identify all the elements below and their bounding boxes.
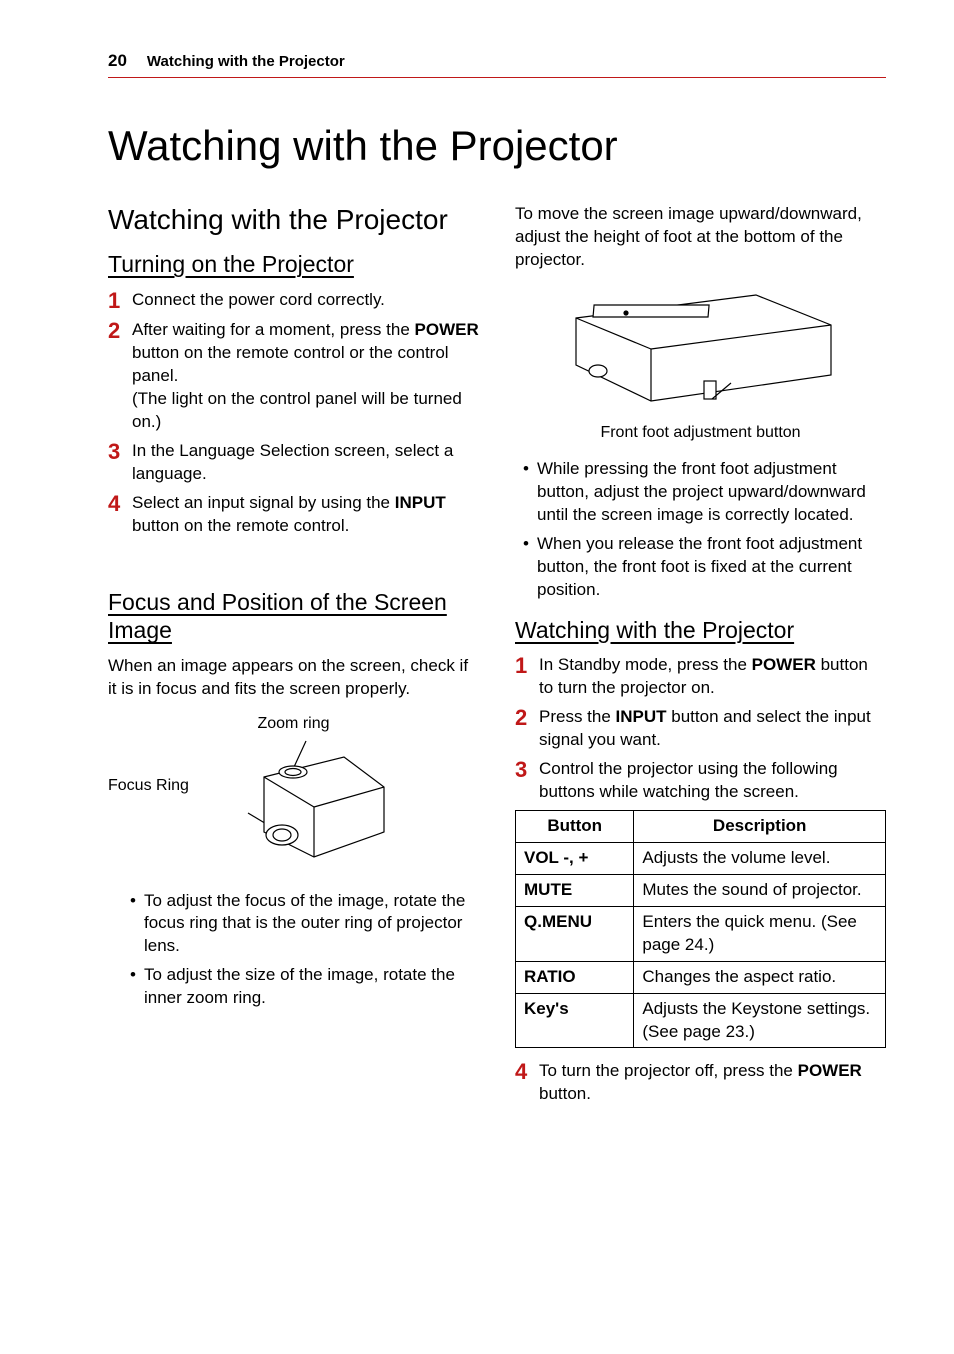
figure-projector-foot: Front foot adjustment button bbox=[515, 283, 886, 444]
projector-lens-icon bbox=[194, 737, 394, 867]
text-fragment: (The light on the control panel will be … bbox=[132, 389, 462, 431]
bullet-icon: • bbox=[122, 890, 144, 959]
list-item: • To adjust the size of the image, rotat… bbox=[122, 964, 479, 1010]
step-number: 4 bbox=[108, 492, 132, 538]
left-column: Watching with the Projector Turning on t… bbox=[108, 203, 479, 1113]
steps-watching: 1 In Standby mode, press the POWER butto… bbox=[515, 654, 886, 804]
page-header: 20 Watching with the Projector bbox=[108, 50, 886, 78]
table-cell: Enters the quick menu. (See page 24.) bbox=[634, 906, 886, 961]
table-cell: Adjusts the Keystone settings. (See page… bbox=[634, 993, 886, 1048]
list-item: 4 Select an input signal by using the IN… bbox=[108, 492, 479, 538]
table-cell: VOL -, + bbox=[516, 842, 634, 874]
text-fragment: button on the remote control. bbox=[132, 516, 349, 535]
steps-turning-on: 1 Connect the power cord correctly. 2 Af… bbox=[108, 289, 479, 538]
bullet-icon: • bbox=[515, 458, 537, 527]
text-fragment: button on the remote control or the cont… bbox=[132, 343, 449, 385]
steps-watching-end: 4 To turn the projector off, press the P… bbox=[515, 1060, 886, 1106]
paragraph: When an image appears on the screen, che… bbox=[108, 655, 479, 701]
subsection-focus: Focus and Position of the Screen Image bbox=[108, 588, 479, 646]
zoom-ring-label: Zoom ring bbox=[108, 713, 479, 735]
text-fragment: button. bbox=[539, 1084, 591, 1103]
main-title: Watching with the Projector bbox=[108, 118, 886, 175]
content-columns: Watching with the Projector Turning on t… bbox=[108, 203, 886, 1113]
step-number: 3 bbox=[108, 440, 132, 486]
table-row: VOL -, + Adjusts the volume level. bbox=[516, 842, 886, 874]
table-row: Key's Adjusts the Keystone settings. (Se… bbox=[516, 993, 886, 1048]
step-text: Press the INPUT button and select the in… bbox=[539, 706, 886, 752]
step-number: 2 bbox=[515, 706, 539, 752]
step-number: 2 bbox=[108, 319, 132, 434]
paragraph: To move the screen image upward/downward… bbox=[515, 203, 886, 272]
list-item: • To adjust the focus of the image, rota… bbox=[122, 890, 479, 959]
table-cell: Changes the aspect ratio. bbox=[634, 961, 886, 993]
list-item: 4 To turn the projector off, press the P… bbox=[515, 1060, 886, 1106]
step-text: Control the projector using the followin… bbox=[539, 758, 886, 804]
text-bold: POWER bbox=[798, 1061, 862, 1080]
step-number: 3 bbox=[515, 758, 539, 804]
bullet-icon: • bbox=[122, 964, 144, 1010]
bullet-text: When you release the front foot adjustme… bbox=[537, 533, 886, 602]
step-text: To turn the projector off, press the POW… bbox=[539, 1060, 886, 1106]
bullet-text: While pressing the front foot adjustment… bbox=[537, 458, 886, 527]
table-cell: RATIO bbox=[516, 961, 634, 993]
subsection-watching: Watching with the Projector bbox=[515, 616, 886, 645]
table-header: Description bbox=[634, 810, 886, 842]
list-item: • When you release the front foot adjust… bbox=[515, 533, 886, 602]
text-bold: POWER bbox=[415, 320, 479, 339]
list-item: 3 In the Language Selection screen, sele… bbox=[108, 440, 479, 486]
list-item: 1 In Standby mode, press the POWER butto… bbox=[515, 654, 886, 700]
running-title: Watching with the Projector bbox=[147, 52, 345, 72]
text-fragment: To turn the projector off, press the bbox=[539, 1061, 798, 1080]
text-fragment: Press the bbox=[539, 707, 616, 726]
step-number: 1 bbox=[108, 289, 132, 313]
foot-button-label: Front foot adjustment button bbox=[515, 422, 886, 444]
section-title: Watching with the Projector bbox=[108, 203, 479, 237]
page-number: 20 bbox=[108, 50, 127, 73]
text-bold: POWER bbox=[752, 655, 816, 674]
list-item: • While pressing the front foot adjustme… bbox=[515, 458, 886, 527]
table-header-row: Button Description bbox=[516, 810, 886, 842]
list-item: 2 After waiting for a moment, press the … bbox=[108, 319, 479, 434]
table-row: RATIO Changes the aspect ratio. bbox=[516, 961, 886, 993]
table-cell: Key's bbox=[516, 993, 634, 1048]
step-number: 4 bbox=[515, 1060, 539, 1106]
table-row: MUTE Mutes the sound of projector. bbox=[516, 874, 886, 906]
subsection-turning-on: Turning on the Projector bbox=[108, 250, 479, 279]
table-cell: MUTE bbox=[516, 874, 634, 906]
table-cell: Adjusts the volume level. bbox=[634, 842, 886, 874]
step-text: Connect the power cord correctly. bbox=[132, 289, 479, 313]
step-text: After waiting for a moment, press the PO… bbox=[132, 319, 479, 434]
button-table: Button Description VOL -, + Adjusts the … bbox=[515, 810, 886, 1049]
text-bold: INPUT bbox=[616, 707, 667, 726]
bullet-icon: • bbox=[515, 533, 537, 602]
step-text: Select an input signal by using the INPU… bbox=[132, 492, 479, 538]
text-fragment: In Standby mode, press the bbox=[539, 655, 752, 674]
table-row: Q.MENU Enters the quick menu. (See page … bbox=[516, 906, 886, 961]
bullet-text: To adjust the focus of the image, rotate… bbox=[144, 890, 479, 959]
table-cell: Mutes the sound of projector. bbox=[634, 874, 886, 906]
bullet-list-foot: • While pressing the front foot adjustme… bbox=[515, 458, 886, 602]
table-cell: Q.MENU bbox=[516, 906, 634, 961]
list-item: 3 Control the projector using the follow… bbox=[515, 758, 886, 804]
table-header: Button bbox=[516, 810, 634, 842]
bullet-list-focus: • To adjust the focus of the image, rota… bbox=[108, 890, 479, 1011]
bullet-text: To adjust the size of the image, rotate … bbox=[144, 964, 479, 1010]
right-column: To move the screen image upward/downward… bbox=[515, 203, 886, 1113]
focus-ring-label: Focus Ring bbox=[108, 775, 189, 797]
figure-projector-lens: Zoom ring Focus Ring bbox=[108, 713, 479, 874]
step-number: 1 bbox=[515, 654, 539, 700]
text-bold: INPUT bbox=[395, 493, 446, 512]
list-item: 2 Press the INPUT button and select the … bbox=[515, 706, 886, 752]
list-item: 1 Connect the power cord correctly. bbox=[108, 289, 479, 313]
projector-foot-icon bbox=[556, 283, 846, 413]
step-text: In the Language Selection screen, select… bbox=[132, 440, 479, 486]
text-fragment: Select an input signal by using the bbox=[132, 493, 395, 512]
step-text: In Standby mode, press the POWER button … bbox=[539, 654, 886, 700]
text-fragment: After waiting for a moment, press the bbox=[132, 320, 415, 339]
